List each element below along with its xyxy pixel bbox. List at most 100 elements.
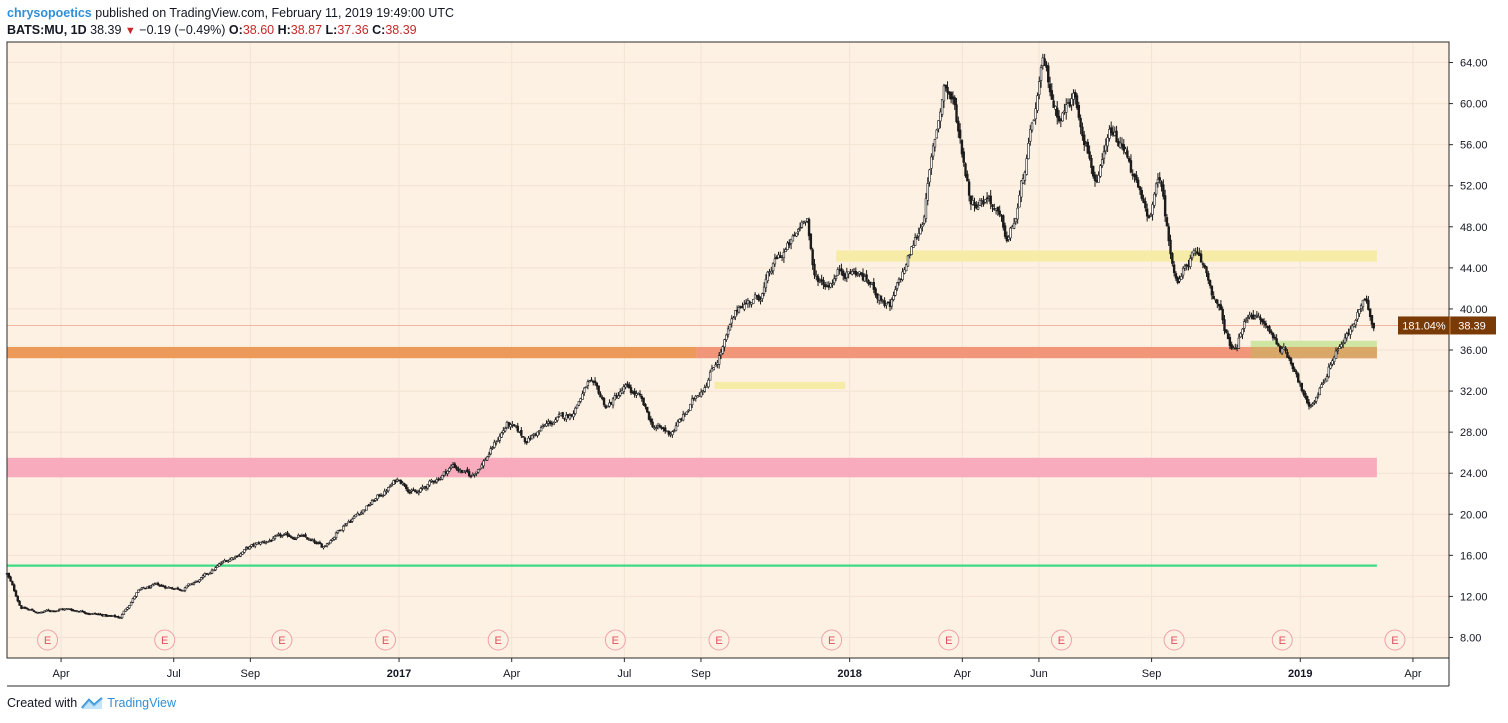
candle — [903, 266, 906, 275]
candle — [904, 263, 908, 272]
candle — [1340, 341, 1343, 349]
created-with-text: Created with — [7, 696, 78, 710]
candle — [1070, 93, 1073, 111]
candle — [133, 595, 136, 600]
candle — [725, 333, 728, 342]
tradingview-brand[interactable]: TradingView — [107, 696, 176, 710]
candle — [1354, 318, 1357, 329]
candle — [642, 397, 645, 407]
candle — [606, 405, 609, 408]
earnings-marker[interactable]: E — [1163, 629, 1185, 651]
candle — [476, 469, 480, 474]
symbol-label: BATS:MU, 1D — [7, 23, 87, 37]
candle — [322, 546, 325, 550]
candle — [996, 206, 1000, 216]
candle — [649, 415, 653, 425]
candle — [392, 479, 395, 486]
candle — [1345, 331, 1348, 342]
candle — [915, 234, 919, 240]
candle — [894, 285, 897, 297]
svg-text:E: E — [1058, 635, 1065, 647]
candle — [1270, 329, 1273, 336]
candle — [521, 436, 525, 438]
earnings-marker[interactable]: E — [1050, 629, 1072, 651]
candle — [7, 572, 10, 579]
earnings-marker[interactable]: E — [487, 629, 509, 651]
candle — [897, 277, 901, 286]
price-label-value: 38.39 — [1458, 320, 1486, 332]
candle — [674, 422, 678, 432]
candle — [376, 494, 379, 501]
candle — [836, 267, 840, 276]
earnings-marker[interactable]: E — [154, 629, 176, 651]
x-tick-label: 2017 — [387, 668, 411, 680]
candle — [1295, 369, 1298, 378]
candle — [414, 488, 417, 493]
candle — [1309, 403, 1313, 409]
candle — [1020, 179, 1023, 203]
candle — [1030, 121, 1034, 133]
candle — [358, 513, 361, 516]
candle — [689, 403, 692, 411]
candle — [527, 436, 530, 443]
candle — [367, 503, 370, 507]
earnings-marker[interactable]: E — [1271, 629, 1293, 651]
earnings-marker[interactable]: E — [821, 629, 843, 651]
candle — [613, 392, 617, 401]
candle — [406, 487, 410, 494]
candle — [365, 505, 368, 511]
candle — [885, 302, 888, 309]
support-resistance-zones — [7, 250, 1449, 567]
candle — [1322, 379, 1325, 385]
earnings-marker[interactable]: E — [1384, 629, 1406, 651]
y-tick-label: 56.00 — [1460, 140, 1488, 152]
candle — [120, 613, 124, 619]
candle — [960, 138, 964, 158]
open-value: 38.60 — [242, 23, 275, 37]
y-tick-label: 36.00 — [1460, 345, 1488, 357]
svg-text:E: E — [828, 635, 835, 647]
candle — [1291, 362, 1295, 372]
candle — [723, 338, 726, 352]
candle — [833, 274, 836, 286]
candle — [280, 534, 284, 539]
candle — [957, 116, 960, 138]
candle — [342, 524, 345, 533]
candle — [1027, 137, 1030, 160]
candle — [809, 233, 813, 251]
svg-text:E: E — [161, 635, 168, 647]
candle — [387, 486, 390, 493]
earnings-marker[interactable]: E — [604, 629, 626, 651]
candle — [852, 267, 856, 275]
candle — [1372, 322, 1375, 332]
earnings-marker[interactable]: E — [375, 629, 397, 651]
candle — [1336, 347, 1339, 355]
candle — [917, 227, 920, 241]
candle — [419, 487, 422, 494]
earnings-marker[interactable]: E — [271, 629, 293, 651]
candle — [289, 535, 293, 539]
candle — [1316, 392, 1320, 399]
candle — [1223, 315, 1226, 335]
candle — [541, 423, 545, 429]
x-tick-label: 2018 — [837, 668, 861, 680]
candle — [1156, 173, 1160, 188]
candle — [1280, 345, 1284, 355]
earnings-marker[interactable]: E — [37, 629, 59, 651]
candle — [286, 530, 289, 538]
author-link[interactable]: chrysopoetics — [7, 6, 92, 20]
candle — [1205, 265, 1208, 277]
candle — [1289, 357, 1293, 366]
close-label: C: — [372, 23, 386, 37]
candle — [1352, 323, 1356, 328]
candle — [385, 488, 388, 495]
earnings-marker[interactable]: E — [938, 629, 960, 651]
candle — [759, 296, 762, 305]
earnings-marker[interactable]: E — [708, 629, 730, 651]
candle — [491, 446, 494, 451]
candle — [336, 530, 340, 535]
candle — [581, 390, 584, 400]
candle — [601, 395, 604, 401]
candle — [201, 574, 205, 580]
